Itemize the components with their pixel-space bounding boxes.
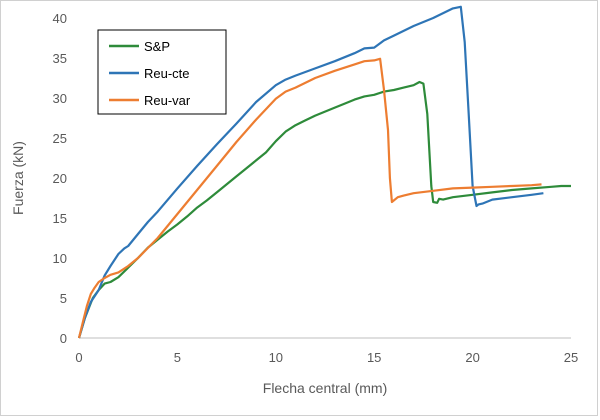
line-chart: 0 5 10 15 20 25 0 5 10 15 20 25 30 35 40 Flecha centr… xyxy=(10,5,578,396)
x-tick-label: 0 xyxy=(75,350,82,365)
x-tick-label: 25 xyxy=(564,350,578,365)
axes xyxy=(79,337,571,339)
y-tick-label: 20 xyxy=(53,171,67,186)
y-tick-label: 10 xyxy=(53,251,67,266)
x-tick-labels: 0 5 10 15 20 25 xyxy=(75,350,578,365)
legend-label-reu-cte: Reu-cte xyxy=(144,66,190,81)
series-line-reu-cte xyxy=(77,5,544,339)
y-tick-label: 40 xyxy=(53,11,67,26)
x-axis-title: Flecha central (mm) xyxy=(263,380,387,396)
x-tick-label: 20 xyxy=(465,350,479,365)
series-line-s-p xyxy=(77,80,571,339)
y-axis-title: Fuerza (kN) xyxy=(10,141,26,215)
y-tick-label: 15 xyxy=(53,211,67,226)
y-tick-label: 5 xyxy=(60,291,67,306)
legend-label-sp: S&P xyxy=(144,39,170,54)
y-tick-label: 25 xyxy=(53,131,67,146)
x-tick-label: 5 xyxy=(174,350,181,365)
legend-label-reu-var: Reu-var xyxy=(144,93,191,108)
x-tick-label: 10 xyxy=(269,350,283,365)
y-tick-label: 35 xyxy=(53,51,67,66)
x-tick-label: 15 xyxy=(367,350,381,365)
legend-item-reu-var: Reu-var xyxy=(109,93,191,108)
y-tick-label: 30 xyxy=(53,91,67,106)
legend-item-reu-cte: Reu-cte xyxy=(109,66,190,81)
legend-item-sp: S&P xyxy=(109,39,170,54)
y-tick-label: 0 xyxy=(60,331,67,346)
series-line-reu-var xyxy=(77,57,542,339)
series-lines xyxy=(77,5,571,339)
legend: S&P Reu-cte Reu-var xyxy=(97,29,227,115)
y-tick-labels: 0 5 10 15 20 25 30 35 40 xyxy=(53,11,67,346)
